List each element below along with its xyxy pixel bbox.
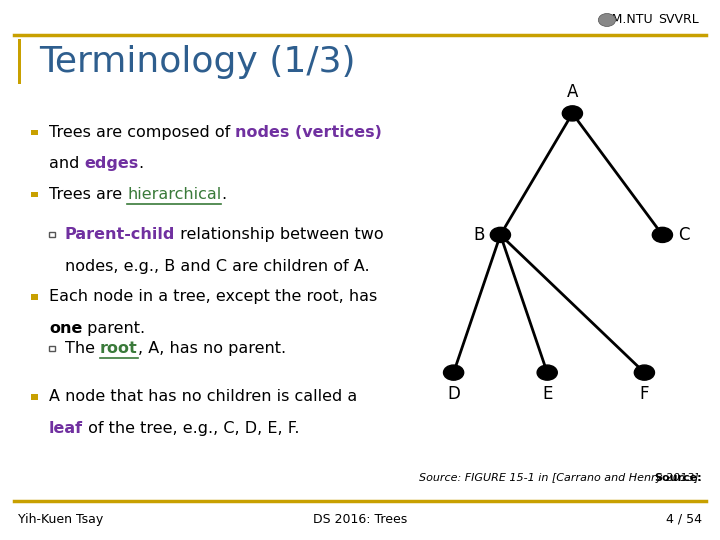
Text: DS 2016: Trees: DS 2016: Trees [313,513,407,526]
Text: parent.: parent. [82,321,145,336]
Text: Each node in a tree, except the root, has: Each node in a tree, except the root, ha… [49,289,377,305]
Circle shape [634,365,654,380]
Circle shape [652,227,672,242]
Text: .: . [222,187,227,202]
Bar [31,394,38,400]
Text: C: C [678,226,690,244]
Text: Trees are: Trees are [49,187,127,202]
Text: A node that has no children is called a: A node that has no children is called a [49,389,357,404]
Text: .: . [139,156,144,171]
Text: B: B [473,226,485,244]
Text: The: The [65,341,100,356]
Text: SVVRL: SVVRL [657,14,698,26]
Bar [48,232,55,238]
Text: Source:: Source: [654,473,702,483]
Text: 4 / 54: 4 / 54 [666,513,702,526]
Text: Yih-Kuen Tsay: Yih-Kuen Tsay [18,513,103,526]
Text: Terminology (1/3): Terminology (1/3) [40,45,356,78]
Circle shape [537,365,557,380]
Text: E: E [542,385,552,403]
Text: Source: FIGURE 15-1 in [Carrano and Henry 2013].: Source: FIGURE 15-1 in [Carrano and Henr… [419,473,702,483]
Text: root: root [100,341,138,356]
Bar [31,192,38,197]
Text: nodes (vertices): nodes (vertices) [235,125,382,140]
Circle shape [490,227,510,242]
Text: edges: edges [84,156,139,171]
FancyBboxPatch shape [18,39,21,84]
Bar [48,346,55,351]
Text: , A, has no parent.: , A, has no parent. [138,341,286,356]
Circle shape [444,365,464,380]
Text: Parent-child: Parent-child [65,227,175,242]
Text: nodes, e.g., B and C are children of A.: nodes, e.g., B and C are children of A. [65,259,369,274]
Bar [31,294,38,300]
Circle shape [598,14,616,26]
Text: and: and [49,156,84,171]
Bar [31,130,38,135]
Text: relationship between two: relationship between two [175,227,384,242]
Text: of the tree, e.g., C, D, E, F.: of the tree, e.g., C, D, E, F. [83,421,300,436]
Text: Trees are composed of: Trees are composed of [49,125,235,140]
Text: A: A [567,83,578,101]
Text: D: D [447,385,460,403]
Text: leaf: leaf [49,421,83,436]
Text: one: one [49,321,82,336]
Text: hierarchical: hierarchical [127,187,222,202]
Text: F: F [639,385,649,403]
Text: IM.NTU: IM.NTU [608,14,653,26]
Circle shape [562,106,582,121]
